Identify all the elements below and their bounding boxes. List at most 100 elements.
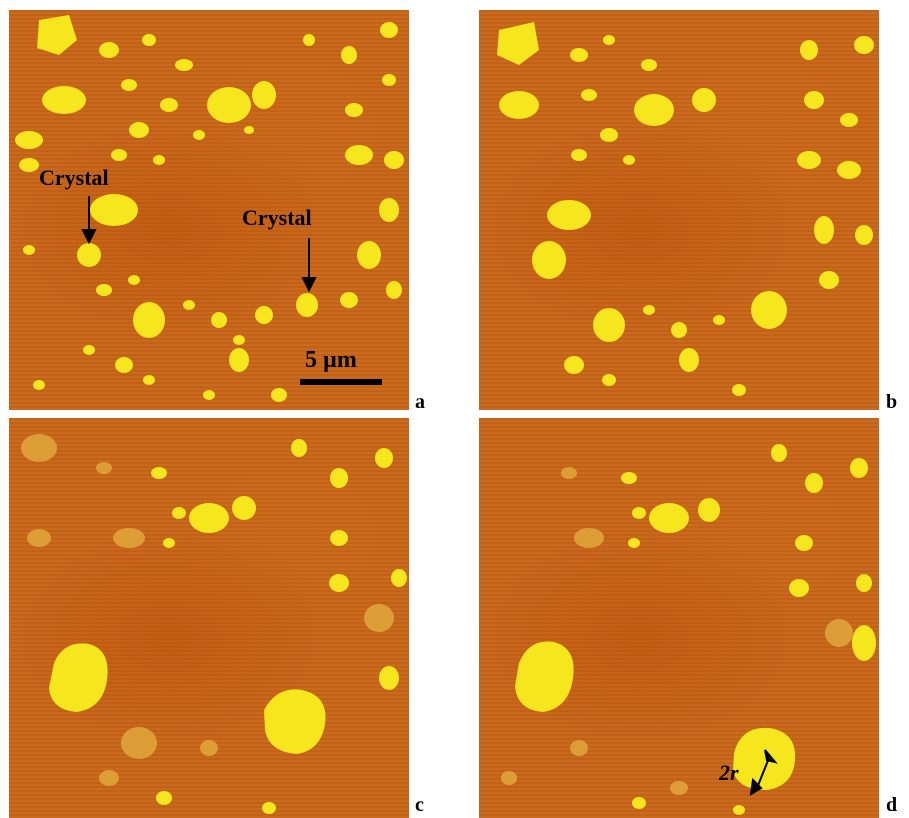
particle — [819, 271, 839, 289]
particle-faint — [96, 462, 112, 474]
particle-faint — [27, 529, 51, 547]
crystal-a-right — [296, 293, 318, 317]
particle — [634, 94, 674, 126]
particle — [175, 59, 193, 71]
crystal-label-left: Crystal — [39, 165, 109, 190]
particle — [564, 356, 584, 374]
particle-faint — [21, 434, 57, 462]
particle — [143, 375, 155, 385]
particle-faint — [364, 604, 394, 632]
crystal-b-left — [532, 241, 566, 279]
particle — [375, 448, 393, 468]
panel-d-particles — [501, 444, 876, 815]
panel-b-particles — [497, 22, 874, 396]
particle — [547, 200, 591, 230]
particle — [207, 87, 251, 123]
particle — [379, 198, 399, 222]
particle — [641, 59, 657, 71]
particle — [649, 503, 689, 533]
panel-label-d: d — [886, 794, 898, 816]
particle — [499, 91, 539, 119]
particle — [380, 22, 398, 38]
particle — [732, 384, 746, 396]
particle — [789, 579, 809, 597]
particle — [83, 345, 95, 355]
particle — [229, 348, 249, 372]
particle — [795, 535, 813, 551]
particle — [379, 666, 399, 690]
particle — [698, 498, 720, 522]
radius-arrow-head-top — [764, 749, 778, 764]
particle — [111, 149, 127, 161]
particle — [850, 458, 868, 478]
arrow-left-head — [81, 229, 97, 245]
particle — [632, 507, 646, 519]
particle — [115, 357, 133, 373]
crystal-c-right — [264, 689, 326, 754]
particle — [183, 300, 195, 310]
particle — [128, 275, 140, 285]
particle — [632, 797, 646, 809]
panel-a-particles — [15, 15, 404, 402]
particle — [15, 131, 43, 149]
particle — [800, 40, 818, 60]
particle-faint — [113, 528, 145, 548]
particle — [855, 225, 873, 245]
particle-faint — [200, 740, 218, 756]
particle — [733, 805, 745, 815]
particle — [593, 308, 625, 342]
particle — [340, 292, 358, 308]
particle — [193, 130, 205, 140]
radius-arrow-shaft — [756, 757, 770, 789]
micrograph-panel-d: 2r — [479, 418, 879, 818]
particle — [623, 155, 635, 165]
crystal-b-right — [751, 291, 787, 329]
particle — [99, 42, 119, 58]
particle — [96, 284, 112, 296]
particle — [804, 91, 824, 109]
panel-label-a: a — [415, 391, 425, 413]
scale-bar-label: 5 µm — [305, 347, 357, 373]
panel-label-b: b — [886, 391, 898, 413]
particle — [854, 36, 874, 54]
particle — [90, 194, 138, 226]
particle — [771, 444, 787, 462]
particle-faint — [570, 740, 588, 756]
particle — [602, 374, 616, 386]
micrograph-panel-c — [9, 418, 409, 818]
micrograph-panel-b — [479, 10, 879, 410]
particle — [23, 245, 35, 255]
particle — [33, 380, 45, 390]
particle-faint — [121, 727, 157, 759]
particle — [160, 98, 178, 112]
particle — [262, 802, 276, 814]
particle — [382, 74, 396, 86]
particle — [156, 791, 172, 805]
particle — [133, 302, 165, 338]
particle — [233, 335, 245, 345]
crystal-label-right: Crystal — [242, 205, 312, 230]
particle — [671, 322, 687, 338]
particle — [37, 15, 77, 55]
particle — [271, 388, 287, 402]
particle — [856, 574, 872, 592]
particle — [330, 530, 348, 546]
particle — [713, 315, 725, 325]
particle — [142, 34, 156, 46]
particle — [345, 103, 363, 117]
panel-c-particles — [21, 434, 407, 814]
radius-arrow-head-bottom — [749, 777, 763, 796]
particle — [252, 81, 276, 109]
particle — [814, 216, 834, 244]
particle — [244, 126, 254, 134]
particle — [497, 22, 539, 65]
particle — [570, 48, 588, 62]
particle — [837, 161, 861, 179]
particle — [621, 472, 637, 484]
particle — [163, 538, 175, 548]
particle — [643, 305, 655, 315]
particle — [386, 281, 402, 299]
particle — [797, 151, 821, 169]
particle — [805, 473, 823, 493]
micrograph-panel-a: Crystal Crystal 5 µm — [9, 10, 409, 410]
